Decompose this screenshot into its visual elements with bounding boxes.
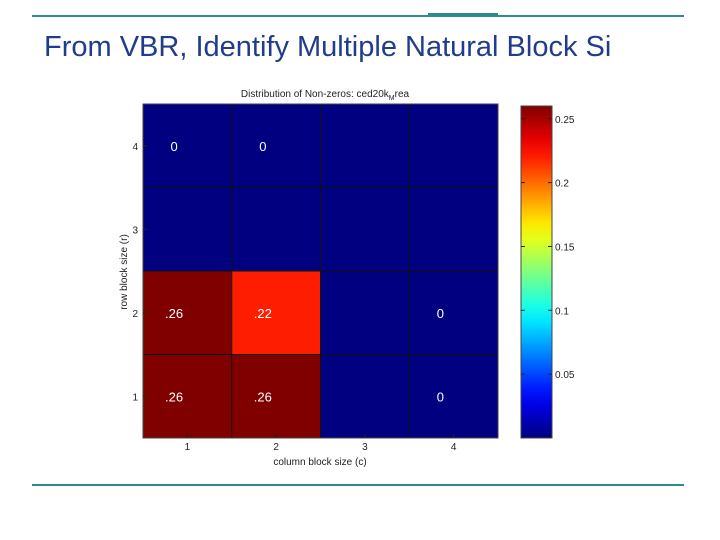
- cell-value-label: .26: [165, 306, 183, 321]
- cell-value-label: .22: [254, 306, 272, 321]
- colorbar-tick-label: 0.05: [555, 370, 575, 381]
- heatmap-cell-r1-c2: [231, 354, 321, 438]
- cell-value-label: .26: [165, 389, 183, 404]
- x-tick-label: 2: [273, 442, 279, 453]
- x-axis-label: column block size (c): [273, 457, 366, 468]
- heatmap-cell-r2-c2: [231, 271, 321, 355]
- y-tick-label: 2: [132, 309, 138, 320]
- x-tick-label: 4: [451, 442, 457, 453]
- x-tick-label: 1: [185, 442, 191, 453]
- top-rule-accent: [428, 13, 498, 17]
- chart-title-subscript: M: [389, 95, 395, 102]
- heatmap-cell-r1-c1: [143, 354, 232, 438]
- heatmap-cell-r1-c4: [409, 354, 498, 438]
- y-tick-label: 3: [132, 225, 138, 236]
- colorbar-tick-label: 0.1: [555, 306, 569, 317]
- cell-value-label: 0: [437, 389, 444, 404]
- colorbar-tick-label: 0.2: [555, 179, 569, 190]
- chart-title-suffix: rea: [395, 89, 410, 100]
- cell-value-label: 0: [170, 139, 177, 154]
- colorbar-tick-label: 0.15: [555, 242, 575, 253]
- chart-title: Distribution of Non-zeros: ced20kMrea: [241, 89, 410, 102]
- top-rule: [32, 15, 684, 17]
- y-axis-label: row block size (r): [119, 234, 130, 310]
- y-tick-label: 4: [132, 142, 138, 153]
- cell-value-label: 0: [437, 306, 444, 321]
- x-tick-label: 3: [362, 442, 368, 453]
- cell-value-label: 0: [259, 139, 266, 154]
- colorbar: [520, 105, 553, 439]
- colorbar-tick-label: 0.25: [555, 115, 575, 126]
- plot-frame: [142, 103, 499, 439]
- heatmap-cell-r4-c2: [231, 104, 321, 188]
- bottom-rule: [32, 484, 684, 486]
- heatmap-cell-r2-c1: [143, 271, 232, 355]
- heatmap-cell-r2-c4: [409, 271, 498, 355]
- heatmap-cell-r4-c1: [143, 104, 232, 188]
- chart-title-main: Distribution of Non-zeros: ced20k: [241, 89, 390, 100]
- slide-title: From VBR, Identify Multiple Natural Bloc…: [44, 31, 612, 63]
- cell-value-label: .26: [254, 389, 272, 404]
- y-tick-label: 1: [132, 392, 138, 403]
